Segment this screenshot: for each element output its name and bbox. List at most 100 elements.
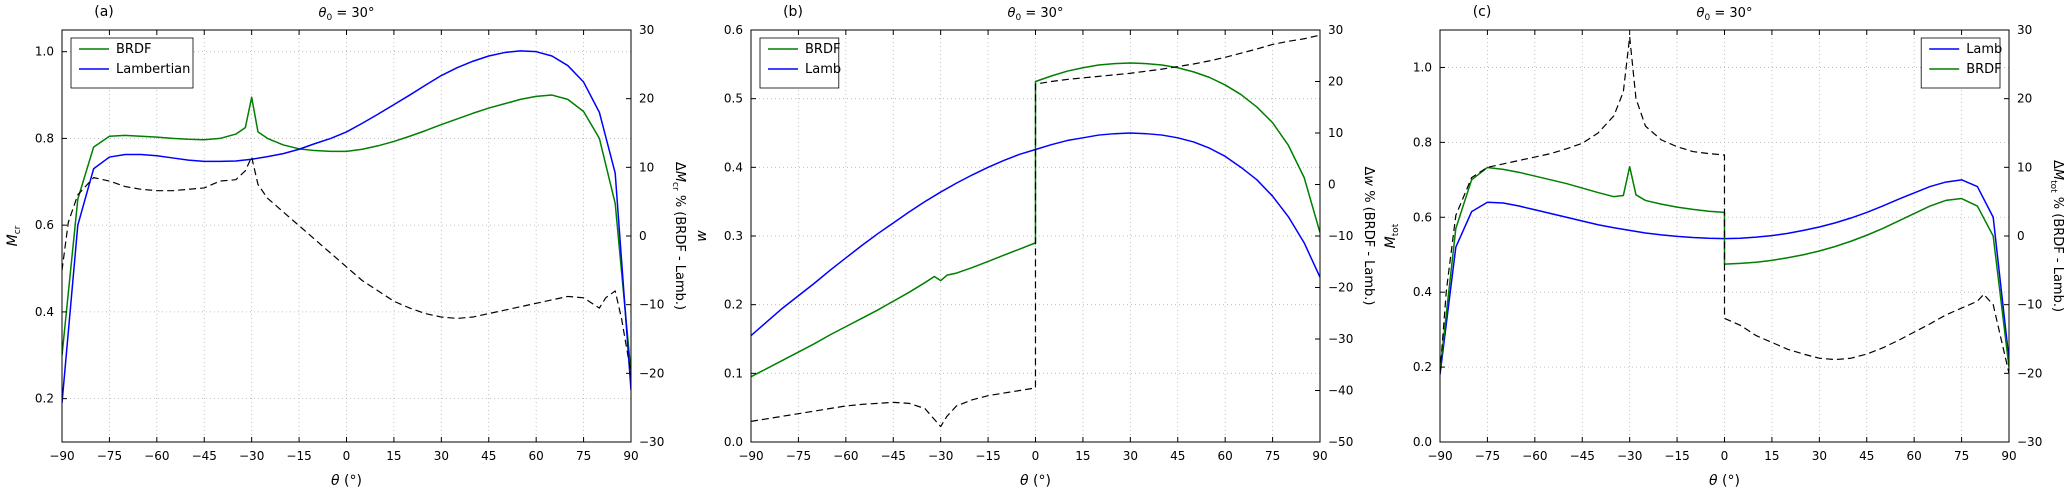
x-tick-label: 30: [434, 449, 449, 463]
legend-label: BRDF: [1966, 62, 2001, 77]
x-tick-label: 0: [1032, 449, 1040, 463]
y2-tick-label: −10: [639, 298, 664, 312]
y2-tick-label: 10: [1328, 126, 1343, 140]
x-tick-label: 15: [1764, 449, 1779, 463]
legend-box: [1920, 37, 2001, 89]
y-tick-label: 0.6: [724, 23, 743, 37]
y-tick-label: 0.6: [35, 218, 54, 232]
x-tick-label: −45: [1570, 449, 1595, 463]
chart-svg: −90 −75 −60 −45 −30 −15 0 15 30 45 60 75 90 0.0 0.1 0.2…: [694, 4, 1376, 489]
x-tick-label: 45: [1170, 449, 1185, 463]
series-group: [62, 50, 631, 404]
y-tick-label: 0.2: [724, 298, 743, 312]
x-tick-label: 60: [1218, 449, 1233, 463]
legend: BRDF Lamb: [759, 37, 841, 89]
series-group: [1440, 36, 2009, 375]
grid-lines: [61, 30, 632, 442]
y-tick-label: 0.8: [1413, 135, 1432, 149]
legend-label: Lambertian: [116, 62, 190, 77]
chart-svg: −90 −75 −60 −45 −30 −15 0 15 30 45 60 75 90 0.2 0.4 0.6…: [5, 4, 687, 489]
chart-panel-b: −90 −75 −60 −45 −30 −15 0 15 30 45 60 75 90 0.0 0.1 0.2…: [689, 0, 1378, 498]
x-tick-label: 75: [1265, 449, 1280, 463]
y-tick-label: 0.4: [35, 305, 54, 319]
y2-tick-label: −30: [2017, 435, 2042, 449]
y-tick-label: 0.0: [724, 435, 743, 449]
y-axis-label: w: [694, 230, 710, 242]
x-tick-label: 15: [1075, 449, 1090, 463]
panel-label: (c): [1473, 4, 1492, 20]
y-tick-label: 0.1: [724, 366, 743, 380]
x-tick-label: 60: [1907, 449, 1922, 463]
y2-tick-label: 20: [639, 92, 654, 106]
y-tick-label: 0.5: [724, 92, 743, 106]
chart-panel-c: −90 −75 −60 −45 −30 −15 0 15 30 45 60 75 90 0.0 0.2 0.4…: [1378, 0, 2067, 498]
x-tick-label: 45: [481, 449, 496, 463]
legend-label: Lamb: [805, 62, 841, 77]
x-tick-label: −15: [975, 449, 1000, 463]
y-tick-label: 0.2: [1413, 360, 1432, 374]
legend-box: [70, 37, 194, 89]
chart-title: θ0 = 30°: [1697, 6, 1753, 23]
panel-label: (a): [94, 4, 114, 20]
x-tick-label: −45: [881, 449, 906, 463]
y2-tick-label: −20: [2017, 366, 2042, 380]
y2-tick-label: 0: [639, 229, 647, 243]
series-line-brdf: [751, 62, 1320, 378]
chart-panel-a: −90 −75 −60 −45 −30 −15 0 15 30 45 60 75 90 0.2 0.4 0.6…: [0, 0, 689, 498]
x-tick-label: 75: [1954, 449, 1969, 463]
x-tick-label: −90: [49, 449, 74, 463]
series-group: [751, 34, 1320, 428]
legend-box: [759, 37, 840, 89]
series-line-delta-w-brdf-lamb-: [751, 34, 1320, 428]
x-tick-label: 15: [386, 449, 401, 463]
x-tick-label: −75: [97, 449, 122, 463]
legend: Lamb BRDF: [1920, 37, 2002, 89]
series-line-brdf: [1440, 165, 2009, 371]
chart-title: θ0 = 30°: [1008, 6, 1064, 23]
legend: BRDF Lambertian: [70, 37, 194, 89]
plot-frame: [61, 29, 632, 443]
y2-tick-label: 0: [2017, 229, 2025, 243]
y-tick-label: 1.0: [1413, 60, 1432, 74]
tick-labels: −90 −75 −60 −45 −30 −15 0 15 30 45 60 75 90 0.2 0.4 0.6…: [35, 23, 664, 463]
y-tick-label: 0.3: [724, 229, 743, 243]
x-tick-label: −60: [1522, 449, 1547, 463]
y-axis-label: Mtot: [1383, 223, 1401, 248]
y2-axis-label: ΔMtot % (BRDF - Lamb.): [2048, 160, 2065, 312]
chart-svg: −90 −75 −60 −45 −30 −15 0 15 30 45 60 75 90 0.0 0.2 0.4…: [1383, 4, 2065, 489]
y2-axis-label: Δw % (BRDF - Lamb.): [1361, 167, 1376, 306]
y-tick-label: 0.2: [35, 392, 54, 406]
x-tick-label: −60: [833, 449, 858, 463]
x-tick-label: 45: [1859, 449, 1874, 463]
chart-title: θ0 = 30°: [319, 6, 375, 23]
x-tick-label: −30: [928, 449, 953, 463]
y-tick-label: 0.6: [1413, 210, 1432, 224]
y-tick-label: 0.4: [1413, 285, 1432, 299]
x-tick-label: −75: [1475, 449, 1500, 463]
y2-tick-label: −30: [639, 435, 664, 449]
x-tick-label: −60: [144, 449, 169, 463]
x-tick-label: 90: [2001, 449, 2016, 463]
y2-axis-label: ΔMcr % (BRDF - Lamb.): [670, 162, 687, 310]
y2-tick-label: −10: [1328, 229, 1353, 243]
x-tick-label: −30: [239, 449, 264, 463]
y2-tick-label: 10: [2017, 160, 2032, 174]
y2-tick-label: −20: [639, 366, 664, 380]
tick-labels: −90 −75 −60 −45 −30 −15 0 15 30 45 60 75 90 0.0 0.2 0.4…: [1413, 23, 2042, 463]
y2-tick-label: 20: [1328, 75, 1343, 89]
y2-tick-label: 30: [2017, 23, 2032, 37]
series-line-delta-m-tot-brdf-lamb-: [1440, 36, 2009, 374]
x-tick-label: −90: [738, 449, 763, 463]
y2-tick-label: −40: [1328, 384, 1353, 398]
y2-tick-label: 10: [639, 160, 654, 174]
x-tick-label: −45: [192, 449, 217, 463]
axis-ticks: [750, 29, 1321, 443]
series-line-lambertian: [62, 50, 631, 404]
y2-tick-label: 30: [1328, 23, 1343, 37]
x-tick-label: 90: [1312, 449, 1327, 463]
x-tick-label: −15: [286, 449, 311, 463]
x-tick-label: 30: [1123, 449, 1138, 463]
y-tick-label: 0.8: [35, 131, 54, 145]
x-tick-label: 90: [623, 449, 638, 463]
axis-ticks: [61, 29, 632, 443]
